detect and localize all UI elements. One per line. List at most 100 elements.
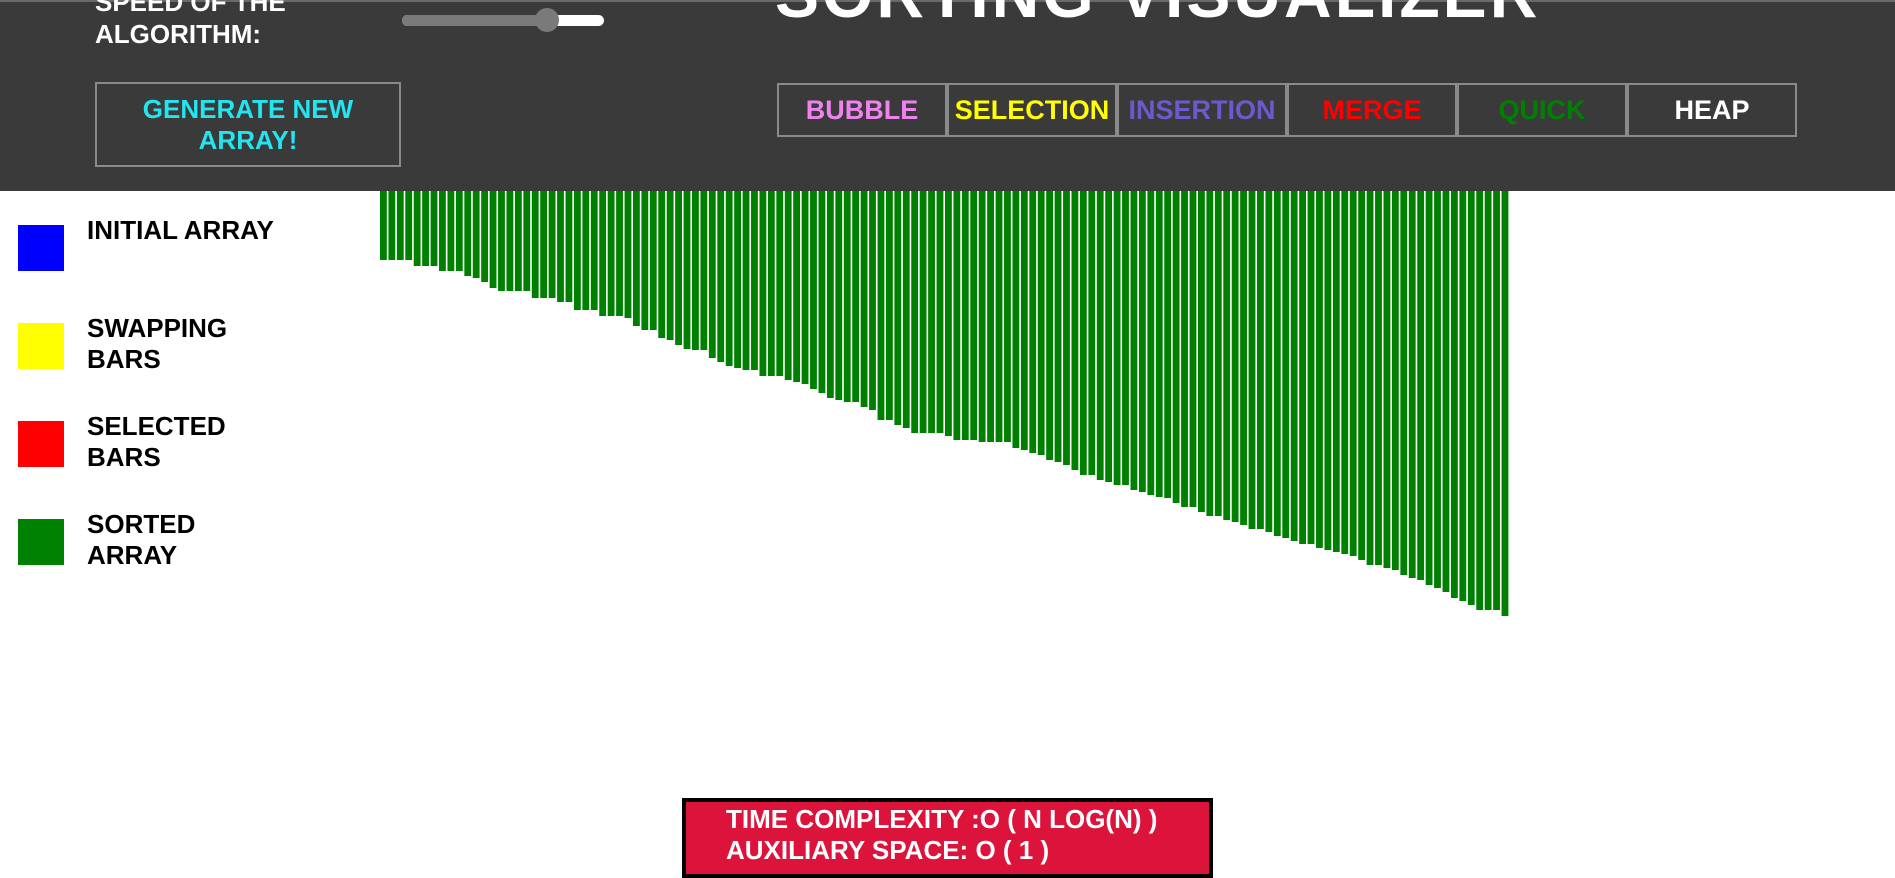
array-bar xyxy=(1037,191,1045,455)
array-bar xyxy=(514,191,522,291)
array-bar xyxy=(852,191,860,402)
array-bar xyxy=(1450,191,1458,598)
array-bar xyxy=(1501,191,1509,616)
bars-svg xyxy=(380,191,1509,616)
slider-fill xyxy=(402,15,548,26)
array-bar xyxy=(869,191,876,410)
array-bar xyxy=(1299,191,1307,544)
legend-item: SELECTED BARS xyxy=(18,411,278,481)
algo-button-quick[interactable]: QUICK xyxy=(1457,83,1627,137)
array-bar xyxy=(472,191,480,278)
algo-button-bubble[interactable]: BUBBLE xyxy=(777,83,947,137)
array-bar xyxy=(1408,191,1416,578)
array-bar xyxy=(1265,191,1273,532)
array-bar xyxy=(843,191,851,402)
complexity-box: TIME COMPLEXITY :O ( N LOG(N) ) AUXILIAR… xyxy=(682,798,1213,878)
array-bar xyxy=(734,191,742,368)
array-bar xyxy=(818,191,826,393)
array-bar xyxy=(1442,191,1450,592)
slider-thumb[interactable] xyxy=(535,8,560,32)
legend-label: SELECTED BARS xyxy=(87,411,226,472)
array-bar xyxy=(590,191,598,310)
array-bar xyxy=(1063,191,1070,465)
array-bar xyxy=(413,191,421,266)
array-bar xyxy=(1484,191,1492,610)
array-bar xyxy=(1004,191,1011,442)
legend-label: INITIAL ARRAY xyxy=(87,215,274,245)
array-bar xyxy=(1054,191,1062,462)
array-bar xyxy=(961,191,969,440)
algo-button-selection[interactable]: SELECTION xyxy=(947,83,1117,137)
array-bar xyxy=(1096,191,1104,480)
array-bar xyxy=(649,191,657,330)
array-bar xyxy=(953,191,961,440)
array-bar xyxy=(928,191,935,433)
array-bar xyxy=(1332,191,1340,552)
array-bar xyxy=(1282,191,1290,538)
array-bar xyxy=(1417,191,1425,580)
array-bar xyxy=(632,191,640,326)
array-bar xyxy=(945,191,952,436)
array-bar xyxy=(1172,191,1180,503)
array-bar xyxy=(430,191,438,266)
array-bar xyxy=(405,191,413,260)
array-bar xyxy=(1434,191,1441,588)
array-bar xyxy=(624,191,632,318)
generate-array-button[interactable]: GENERATE NEW ARRAY! xyxy=(95,82,401,167)
array-bar xyxy=(1349,191,1357,556)
array-bar xyxy=(380,191,387,260)
array-bar xyxy=(447,191,455,271)
array-bar xyxy=(978,191,986,442)
array-bar xyxy=(422,191,429,266)
algo-button-heap[interactable]: HEAP xyxy=(1627,83,1797,137)
array-bar xyxy=(1273,191,1281,536)
array-bar xyxy=(607,191,615,316)
array-bar xyxy=(683,191,691,349)
array-bar xyxy=(936,191,944,433)
array-bar xyxy=(810,191,817,389)
array-bar xyxy=(1459,191,1467,601)
array-bar xyxy=(1164,191,1172,498)
array-bar xyxy=(717,191,725,362)
legend-item: INITIAL ARRAY xyxy=(18,215,278,285)
array-bar xyxy=(1181,191,1188,507)
array-bar xyxy=(506,191,514,291)
array-bar xyxy=(616,191,623,316)
algo-button-insertion[interactable]: INSERTION xyxy=(1117,83,1287,137)
array-bar xyxy=(776,191,784,376)
array-bar xyxy=(1197,191,1205,512)
array-bar xyxy=(464,191,472,276)
array-bar xyxy=(894,191,902,425)
algo-button-merge[interactable]: MERGE xyxy=(1287,83,1457,137)
top-bar: SPEED OF THE ALGORITHM: SORTING VISUALIZ… xyxy=(0,0,1895,191)
array-bar xyxy=(1366,191,1374,565)
array-bar xyxy=(987,191,994,442)
page-title: SORTING VISUALIZER xyxy=(775,0,1540,34)
array-bar xyxy=(523,191,531,291)
array-bar xyxy=(1113,191,1121,485)
array-bar xyxy=(1206,191,1214,516)
array-bar xyxy=(1493,191,1500,610)
array-bar xyxy=(1105,191,1113,482)
array-bar xyxy=(826,191,834,398)
array-bar xyxy=(767,191,775,376)
array-bar xyxy=(599,191,607,316)
auxiliary-space: AUXILIARY SPACE: O ( 1 ) xyxy=(726,835,1050,865)
array-bar xyxy=(1214,191,1222,516)
array-bar xyxy=(995,191,1003,442)
array-bar xyxy=(1046,191,1054,460)
array-bar xyxy=(1147,191,1155,495)
legend-label: SWAPPING BARS xyxy=(87,313,228,374)
array-bar xyxy=(1391,191,1399,570)
legend-item: SWAPPING BARS xyxy=(18,313,278,383)
array-bar xyxy=(1316,191,1323,548)
array-bar xyxy=(911,191,919,433)
array-bar xyxy=(1358,191,1366,560)
algorithm-buttons: BUBBLE SELECTION INSERTION MERGE QUICK HEAP xyxy=(777,83,1797,137)
array-bar xyxy=(885,191,893,420)
array-bar xyxy=(751,191,758,370)
array-bar xyxy=(902,191,910,428)
array-bar xyxy=(582,191,590,310)
legend-item: SORTED ARRAY xyxy=(18,509,278,579)
speed-slider[interactable] xyxy=(402,8,604,32)
